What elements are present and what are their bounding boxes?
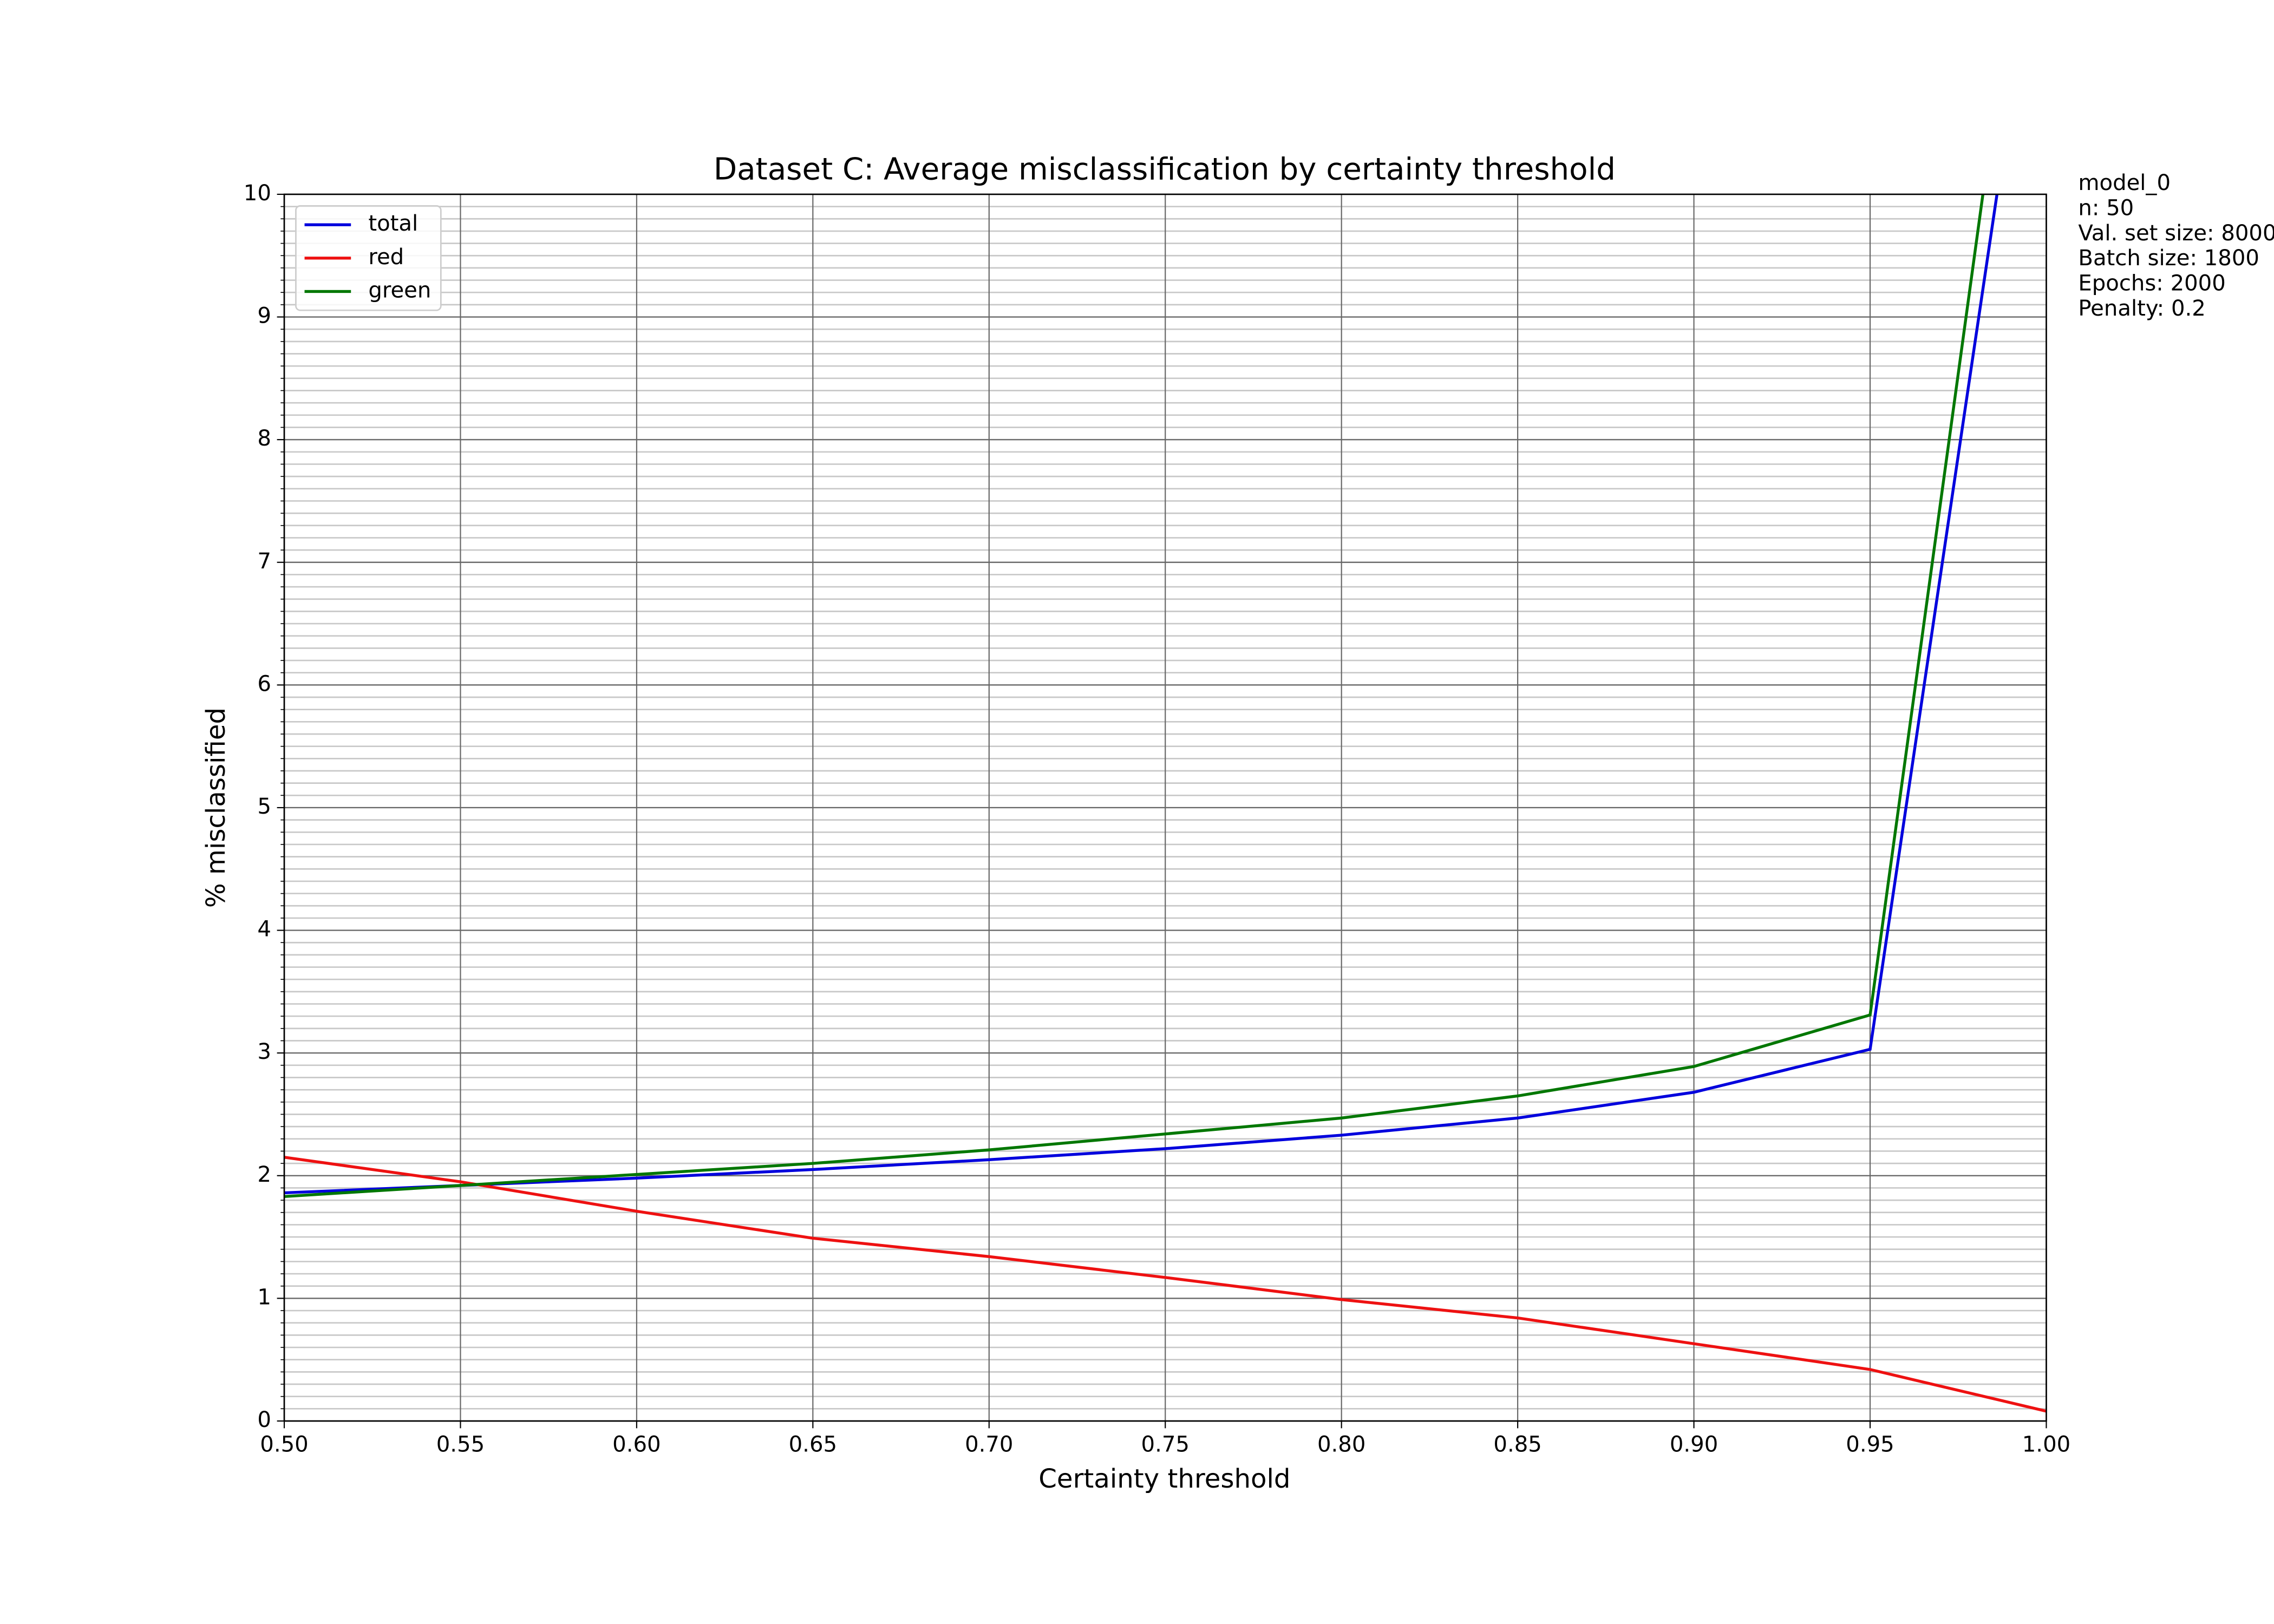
annotation: Penalty: 0.2 <box>2078 296 2205 321</box>
x-tick-label: 0.55 <box>436 1432 485 1457</box>
x-tick-label: 0.85 <box>1493 1432 1541 1457</box>
y-tick-label: 2 <box>257 1162 271 1187</box>
y-axis-label: % misclassified <box>201 708 231 908</box>
legend-label: green <box>368 278 431 303</box>
x-tick-label: 0.65 <box>789 1432 837 1457</box>
x-tick-label: 0.70 <box>965 1432 1013 1457</box>
chart-title: Dataset C: Average misclassification by … <box>714 152 1616 187</box>
x-tick-label: 0.75 <box>1141 1432 1190 1457</box>
x-axis-label: Certainty threshold <box>1038 1464 1290 1494</box>
y-tick-label: 1 <box>257 1285 271 1309</box>
line-series <box>284 1156 2047 1413</box>
x-tick-label: 0.50 <box>260 1432 308 1457</box>
plot-frame <box>283 193 2047 1422</box>
x-tick-label: 0.60 <box>612 1432 661 1457</box>
annotation: model_0 <box>2078 171 2171 195</box>
annotation: Val. set size: 8000 <box>2078 221 2274 246</box>
x-tick-label: 0.80 <box>1317 1432 1365 1457</box>
y-tick-label: 8 <box>257 426 271 451</box>
y-tick-label: 3 <box>257 1039 271 1064</box>
y-tick-label: 4 <box>257 917 271 942</box>
legend-label: total <box>368 211 418 236</box>
y-tick-label: 10 <box>244 181 271 206</box>
y-tick-label: 7 <box>257 549 271 574</box>
y-tick-label: 9 <box>257 304 271 329</box>
y-tick-label: 0 <box>257 1407 271 1432</box>
y-tick-label: 6 <box>257 671 271 696</box>
line-series <box>284 194 1985 1198</box>
x-tick-label: 0.90 <box>1670 1432 1718 1457</box>
annotation: Epochs: 2000 <box>2078 271 2225 296</box>
x-tick-label: 1.00 <box>2022 1432 2070 1457</box>
line-series <box>284 194 1999 1195</box>
y-tick-label: 5 <box>257 794 271 819</box>
annotation: Batch size: 1800 <box>2078 246 2259 271</box>
legend-box <box>295 205 442 311</box>
x-tick-label: 0.95 <box>1846 1432 1894 1457</box>
legend-label: red <box>368 245 404 270</box>
annotation: n: 50 <box>2078 196 2134 221</box>
